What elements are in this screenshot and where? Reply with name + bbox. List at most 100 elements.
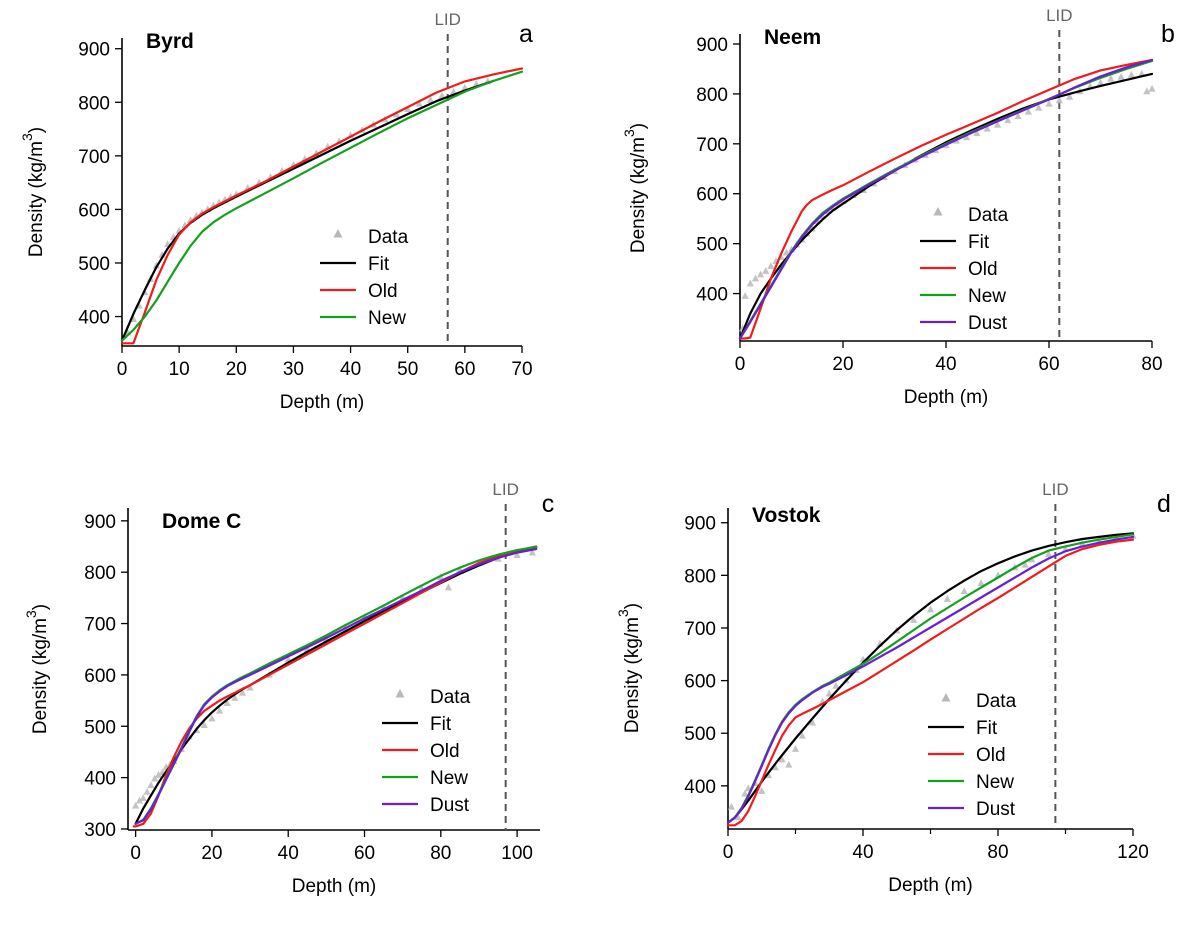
data-point bbox=[208, 714, 216, 722]
data-point bbox=[832, 681, 840, 689]
panel-letter: c bbox=[542, 490, 555, 518]
panel-title: Dome C bbox=[162, 510, 241, 533]
data-point bbox=[910, 616, 918, 623]
x-tick-label: 10 bbox=[169, 359, 190, 380]
series-new-line bbox=[738, 59, 1154, 340]
panel-letter: d bbox=[1157, 490, 1171, 518]
y-tick-label: 700 bbox=[84, 615, 116, 636]
data-point bbox=[139, 794, 147, 801]
series-old-line bbox=[132, 545, 538, 828]
legend-label-dust: Dust bbox=[430, 795, 470, 816]
data-point bbox=[960, 587, 968, 594]
y-tick-label: 900 bbox=[696, 35, 728, 56]
panel-a: 0 10 20 30 40 50 60 70 400 500 600 700 800 900 Depth (… bbox=[19, 10, 533, 413]
x-tick-label: 0 bbox=[130, 843, 141, 864]
data-point bbox=[1096, 78, 1105, 86]
legend-label-new: New bbox=[368, 308, 406, 329]
legend-label-fit: Fit bbox=[430, 714, 452, 735]
panel-title: Vostok bbox=[752, 504, 821, 527]
series-new-line bbox=[726, 533, 1135, 824]
x-tick-label: 40 bbox=[278, 843, 299, 864]
data-point bbox=[751, 274, 760, 282]
data-point bbox=[1066, 92, 1074, 100]
data-point bbox=[132, 801, 140, 809]
data-point bbox=[143, 787, 151, 795]
data-point bbox=[1045, 99, 1053, 107]
legend-label-data: Data bbox=[968, 205, 1009, 226]
y-tick-label: 500 bbox=[684, 724, 716, 745]
data-point bbox=[147, 781, 155, 789]
series-fit-line bbox=[726, 532, 1135, 824]
data-point bbox=[444, 583, 453, 591]
legend-marker-data bbox=[933, 207, 943, 216]
legend-label-data: Data bbox=[430, 687, 471, 708]
legend-marker-data bbox=[941, 693, 951, 702]
y-tick-label: 800 bbox=[78, 93, 110, 114]
data-point bbox=[223, 699, 231, 706]
x-axis-label: Depth (m) bbox=[292, 876, 376, 897]
legend-label-old: Old bbox=[430, 741, 460, 762]
data-point bbox=[741, 789, 749, 797]
x-tick-label: 60 bbox=[354, 843, 375, 864]
data-point bbox=[152, 261, 160, 269]
series-data bbox=[738, 69, 1156, 332]
legend-marker-data bbox=[333, 229, 343, 238]
panel-title: Neem bbox=[764, 26, 821, 49]
x-tick-label: 80 bbox=[1141, 354, 1162, 375]
data-point bbox=[785, 760, 793, 768]
data-point bbox=[1021, 560, 1029, 568]
panel-d: 0 40 80 120 400 500 600 700 800 900 Depth (m) Densi… bbox=[615, 480, 1171, 896]
data-point bbox=[513, 551, 521, 559]
legend-label-old: Old bbox=[368, 281, 398, 302]
data-point bbox=[1045, 550, 1053, 558]
y-tick-label: 600 bbox=[84, 666, 116, 687]
data-point bbox=[993, 120, 1002, 128]
panel-b: 0 20 40 60 80 400 500 600 700 800 900 Depth (m) Dens… bbox=[621, 6, 1175, 408]
data-point bbox=[246, 683, 254, 691]
y-axis-label: Density (kg/m3) bbox=[621, 123, 649, 253]
y-tick-label: 800 bbox=[696, 85, 728, 106]
x-tick-label: 60 bbox=[454, 359, 475, 380]
y-tick-label: 900 bbox=[78, 40, 110, 61]
legend-label-new: New bbox=[430, 768, 468, 789]
data-point bbox=[528, 548, 536, 556]
data-point bbox=[758, 787, 766, 794]
data-point bbox=[825, 689, 833, 697]
y-tick-label: 300 bbox=[84, 820, 116, 841]
series-dust-line bbox=[726, 535, 1135, 824]
lid-label: LID bbox=[1046, 6, 1072, 25]
legend-label-data: Data bbox=[976, 691, 1017, 712]
x-axis-label: Depth (m) bbox=[280, 392, 364, 413]
y-tick-label: 700 bbox=[684, 619, 716, 640]
panel-letter: b bbox=[1161, 20, 1175, 48]
series-data bbox=[124, 77, 492, 336]
data-point bbox=[782, 248, 790, 256]
series-old-line bbox=[726, 538, 1135, 827]
y-tick-label: 500 bbox=[696, 235, 728, 256]
data-point bbox=[438, 91, 446, 99]
data-point bbox=[734, 813, 742, 821]
legend-label-dust: Dust bbox=[968, 313, 1008, 334]
legend: Data Fit Old New Dust bbox=[920, 205, 1009, 334]
y-tick-label: 500 bbox=[84, 717, 116, 738]
data-point bbox=[415, 99, 423, 107]
y-tick-label: 400 bbox=[84, 769, 116, 790]
data-point bbox=[963, 133, 971, 141]
y-tick-label: 400 bbox=[78, 308, 110, 329]
x-tick-label: 40 bbox=[935, 354, 956, 375]
data-point bbox=[154, 771, 163, 778]
data-point bbox=[1117, 72, 1125, 80]
panel-c: 0 20 40 60 80 100 300 400 500 600 700 800 900 Depth (… bbox=[23, 480, 554, 897]
data-point bbox=[1143, 87, 1151, 95]
y-tick-label: 600 bbox=[684, 672, 716, 693]
series-data bbox=[727, 531, 1137, 821]
panel-title: Byrd bbox=[146, 30, 194, 53]
data-point bbox=[200, 721, 208, 729]
lid-label: LID bbox=[434, 10, 460, 29]
x-tick-label: 20 bbox=[201, 843, 222, 864]
x-tick-label: 120 bbox=[1117, 842, 1149, 863]
data-point bbox=[791, 745, 800, 752]
series-fit-line bbox=[134, 546, 538, 825]
series-new-line bbox=[134, 545, 538, 825]
y-axis-label: Density (kg/m3) bbox=[615, 603, 643, 733]
